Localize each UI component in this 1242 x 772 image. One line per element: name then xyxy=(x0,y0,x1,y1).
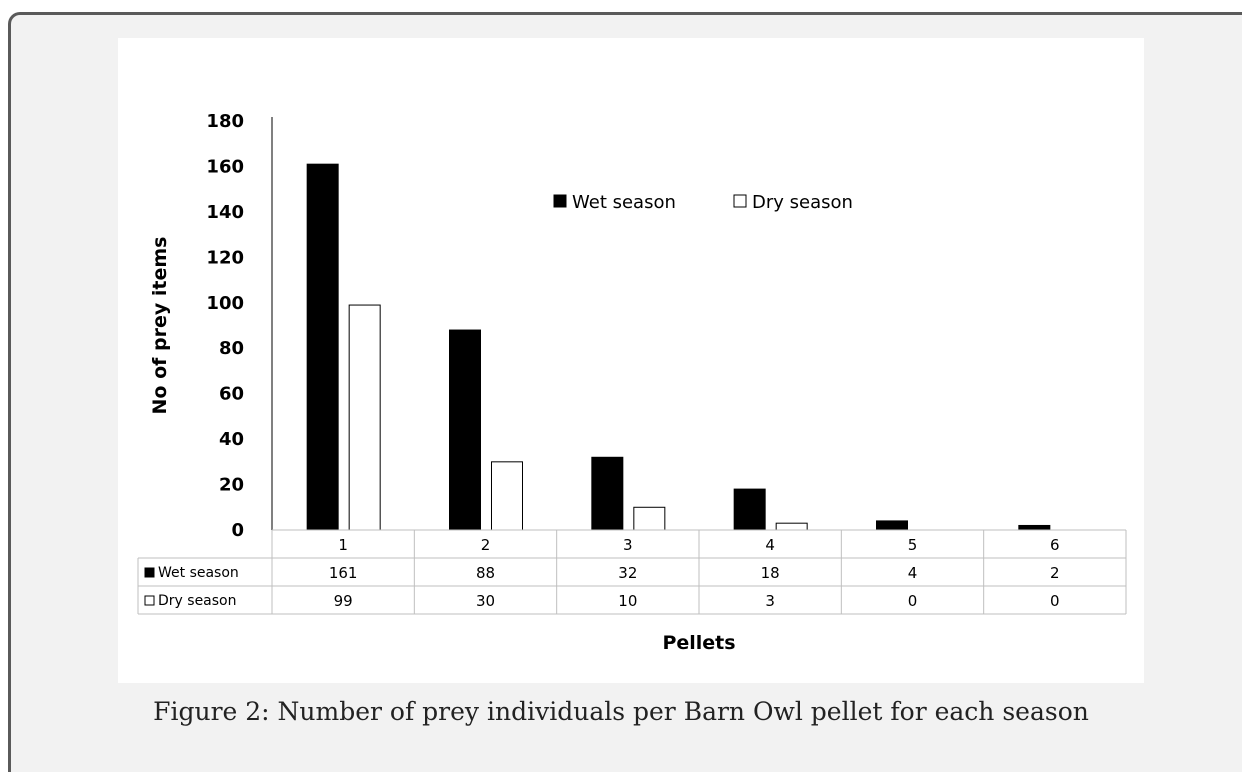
x-category-label: 1 xyxy=(338,536,348,554)
y-tick-label: 180 xyxy=(206,111,244,132)
figure-caption: Figure 2: Number of prey individuals per… xyxy=(0,697,1242,726)
y-tick-label: 80 xyxy=(219,338,244,359)
bar-wet-season xyxy=(592,457,623,530)
table-series-name: Wet season xyxy=(158,565,239,581)
bar-dry-season xyxy=(492,462,523,530)
legend-label: Wet season xyxy=(572,192,676,213)
bar-dry-season xyxy=(634,507,665,530)
bar-wet-season xyxy=(450,330,481,530)
legend-swatch xyxy=(554,195,566,207)
table-value: 18 xyxy=(761,564,780,582)
table-value: 32 xyxy=(618,564,637,582)
x-category-label: 6 xyxy=(1050,536,1060,554)
table-value: 88 xyxy=(476,564,495,582)
table-value: 4 xyxy=(908,564,918,582)
y-tick-label: 120 xyxy=(206,247,244,268)
legend-label: Dry season xyxy=(752,192,853,213)
x-category-label: 4 xyxy=(765,536,775,554)
bar-wet-season xyxy=(1019,525,1050,530)
table-value: 3 xyxy=(765,592,775,610)
table-value: 99 xyxy=(334,592,353,610)
y-tick-label: 20 xyxy=(219,475,244,496)
bar-dry-season xyxy=(776,523,807,530)
table-value: 2 xyxy=(1050,564,1060,582)
table-legend-key xyxy=(145,568,154,577)
table-series-name: Dry season xyxy=(158,593,237,609)
y-tick-label: 60 xyxy=(219,384,244,405)
x-category-label: 3 xyxy=(623,536,633,554)
bar-wet-season xyxy=(307,164,338,530)
y-axis-title: No of prey items xyxy=(149,237,171,415)
y-tick-label: 160 xyxy=(206,156,244,177)
table-value: 10 xyxy=(618,592,637,610)
y-tick-label: 140 xyxy=(206,202,244,223)
table-value: 30 xyxy=(476,592,495,610)
bar-wet-season xyxy=(877,521,908,530)
bar-wet-season xyxy=(734,489,765,530)
table-legend-key xyxy=(145,596,154,605)
bar-chart: 020406080100120140160180No of prey items… xyxy=(118,38,1144,683)
table-value: 0 xyxy=(1050,592,1060,610)
y-tick-label: 0 xyxy=(231,520,244,541)
y-tick-label: 100 xyxy=(206,293,244,314)
x-category-label: 2 xyxy=(481,536,491,554)
legend-swatch xyxy=(734,195,746,207)
table-value: 0 xyxy=(908,592,918,610)
x-axis-title: Pellets xyxy=(662,632,735,654)
bar-dry-season xyxy=(349,305,380,530)
y-tick-label: 40 xyxy=(219,429,244,450)
chart-panel: 020406080100120140160180No of prey items… xyxy=(118,38,1144,683)
x-category-label: 5 xyxy=(908,536,918,554)
table-value: 161 xyxy=(329,564,358,582)
